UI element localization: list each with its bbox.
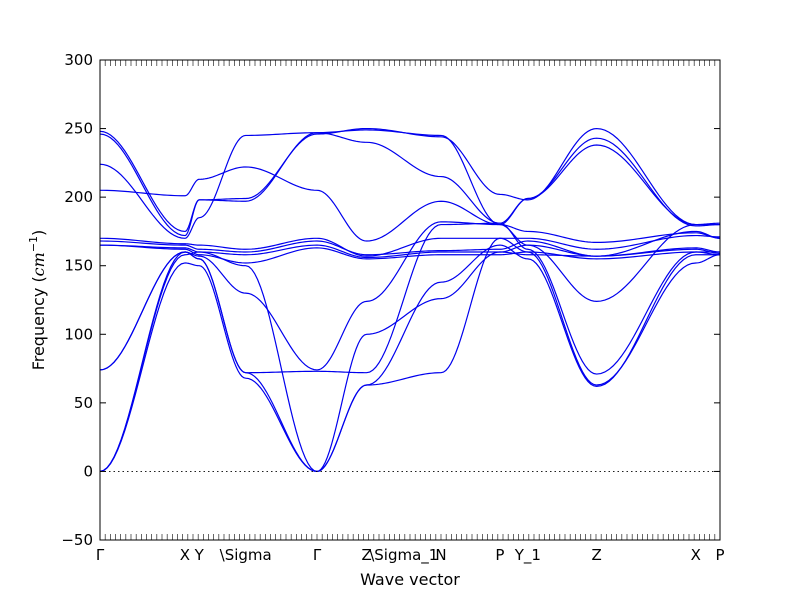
y-axis-ticks: −50 0 50 100 150 200 250 300 (61, 51, 720, 549)
band-line-3 (99, 132, 721, 239)
band-line-9 (99, 221, 720, 371)
band-lines (99, 127, 721, 473)
y-tick-label: 250 (64, 120, 93, 138)
y-axis-label-close: ) (29, 230, 48, 236)
band-line-2 (99, 129, 721, 237)
y-tick-label: 150 (64, 257, 93, 275)
x-tick-label: N (435, 546, 446, 564)
x-tick-label: Γ (96, 546, 105, 564)
x-tick-label: P (495, 546, 504, 564)
band-line-13 (99, 230, 721, 473)
x-axis-label: Wave vector (360, 570, 460, 589)
y-axis-label-unit: cm (29, 252, 48, 276)
band-line-5 (99, 234, 720, 257)
band-line-4 (99, 166, 721, 244)
y-tick-label: −50 (61, 531, 93, 549)
x-tick-label: X (180, 546, 190, 564)
x-tick-label: Y_1 (514, 546, 541, 565)
x-tick-label: Y (194, 546, 205, 564)
y-axis-label-exponent: −1 (27, 236, 40, 252)
y-tick-label: 0 (83, 462, 93, 480)
band-line-11 (99, 237, 721, 473)
plot-frame (99, 59, 721, 541)
band-line-12 (99, 244, 720, 473)
y-axis-label-text: Frequency ( (29, 276, 48, 370)
y-tick-label: 300 (64, 51, 93, 69)
x-axis-ticks: Γ X Y \Sigma Γ Z\Sigma_1N P Y_1 Z X P (96, 60, 725, 565)
y-tick-label: 100 (64, 325, 93, 343)
x-tick-label: \Sigma_1 (369, 546, 438, 565)
x-tick-label: \Sigma (220, 546, 272, 564)
y-tick-label: 200 (64, 188, 93, 206)
y-tick-label: 50 (74, 394, 93, 412)
x-tick-label: P (715, 546, 724, 564)
x-tick-label: Z (361, 546, 371, 564)
y-axis-label: Frequency (cm−1) (27, 230, 48, 371)
x-tick-label: Z (591, 546, 601, 564)
band-line-8 (99, 244, 721, 264)
x-tick-label: X (691, 546, 701, 564)
x-tick-label: Γ (313, 546, 322, 564)
